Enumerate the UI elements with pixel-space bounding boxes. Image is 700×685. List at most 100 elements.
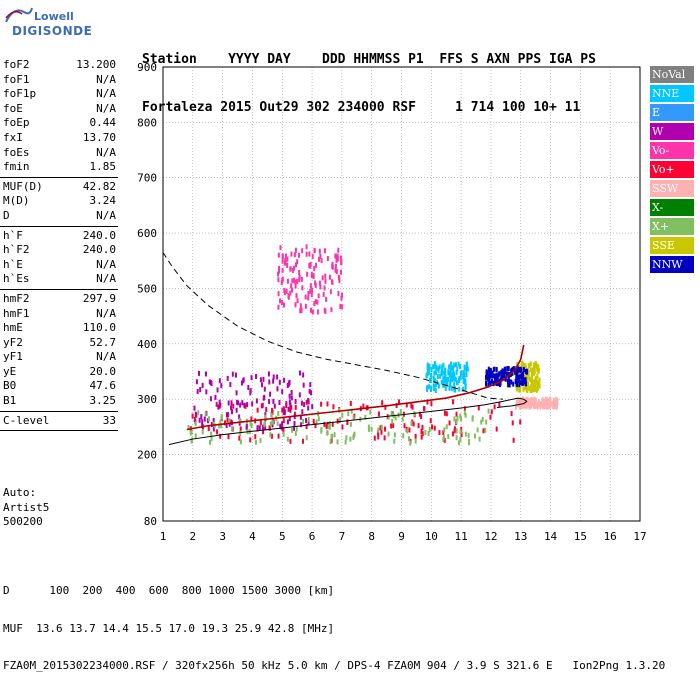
echo-mark-vo- — [286, 262, 289, 268]
echo-mark-nnw — [485, 369, 488, 375]
echo-mark-vo- — [289, 407, 292, 413]
echo-mark-x- — [341, 412, 344, 418]
echo-mark-nnw — [518, 382, 521, 388]
echo-mark-ssw — [520, 403, 523, 409]
param-row: foF2 13.200 — [0, 58, 118, 73]
echo-mark-vo- — [227, 434, 230, 440]
echo-mark-vo- — [433, 425, 436, 431]
echo-mark-w — [230, 409, 233, 415]
echo-mark-w — [300, 400, 303, 406]
echo-mark-nne — [432, 364, 435, 370]
echo-mark-vo- — [330, 279, 333, 285]
echo-mark-vo- — [312, 418, 315, 424]
echo-mark-sse — [528, 376, 531, 382]
echo-mark-ssw — [525, 403, 528, 409]
echo-mark-nnw — [516, 373, 519, 379]
echo-mark-x- — [380, 424, 383, 430]
echo-mark-vo- — [294, 404, 297, 410]
echo-mark-ssw — [531, 397, 534, 403]
echo-mark-vo- — [307, 290, 310, 296]
echo-mark-w — [256, 426, 259, 432]
echo-mark-x- — [455, 418, 458, 424]
echo-mark-sse — [531, 387, 534, 393]
echo-mark-nne — [450, 361, 453, 367]
echo-mark-w — [255, 373, 258, 379]
echo-mark-nnw — [518, 367, 521, 373]
echo-mark-vo- — [337, 274, 340, 280]
echo-mark-vo- — [283, 287, 286, 293]
param-row: h`F 240.0 — [0, 229, 118, 244]
param-label: M(D) — [3, 194, 30, 208]
echo-mark-w — [199, 387, 202, 393]
param-row: foF1 N/A — [0, 73, 118, 88]
echo-mark-vo- — [292, 277, 295, 283]
echo-mark-sse — [518, 387, 521, 393]
echo-mark-vo- — [261, 402, 264, 408]
echo-mark-vo- — [490, 409, 493, 415]
echo-mark-nne — [464, 385, 467, 391]
echo-mark-vo- — [334, 253, 337, 259]
echo-mark-w — [230, 405, 233, 411]
echo-mark-x- — [208, 416, 211, 422]
echo-mark-x- — [277, 410, 280, 416]
echo-mark-x- — [467, 432, 470, 438]
echo-mark-nnw — [507, 366, 510, 372]
param-label: fmin — [3, 160, 30, 174]
echo-mark-vo- — [298, 274, 301, 280]
echo-mark-vo- — [238, 435, 241, 441]
x-tick-label: 10 — [425, 530, 438, 543]
echo-mark-w — [304, 417, 307, 423]
echo-mark-vo- — [498, 401, 501, 407]
echo-mark-ssw — [546, 404, 549, 410]
echo-mark-nne — [449, 382, 452, 388]
echo-mark-vo- — [304, 303, 307, 309]
echo-mark-sse — [538, 367, 541, 373]
echo-mark-x- — [307, 417, 310, 423]
echo-mark-w — [225, 423, 228, 429]
echo-mark-w — [298, 392, 301, 398]
echo-mark-w — [281, 389, 284, 395]
echo-mark-x- — [347, 411, 350, 417]
echo-mark-ssw — [537, 401, 540, 407]
echo-mark-x- — [276, 421, 279, 427]
echo-mark-nnw — [504, 366, 507, 372]
echo-mark-sse — [532, 381, 535, 387]
echo-mark-vo- — [431, 424, 434, 430]
echo-mark-w — [195, 379, 198, 385]
echo-mark-x- — [406, 428, 409, 434]
echo-mark-vo- — [318, 248, 321, 254]
echo-mark-vo- — [289, 266, 292, 272]
echo-mark-vo- — [398, 399, 401, 405]
echo-mark-w — [268, 399, 271, 405]
echo-mark-sse — [530, 369, 533, 375]
echo-mark-vo- — [310, 307, 313, 313]
echo-mark-vo- — [294, 283, 297, 289]
echo-mark-w — [278, 379, 281, 385]
echo-mark-nnw — [508, 382, 511, 388]
echo-mark-vo- — [216, 429, 219, 435]
echo-mark-nne — [463, 364, 466, 370]
echo-mark-vo- — [341, 304, 344, 310]
echo-mark-nne — [448, 372, 451, 378]
echo-mark-w — [310, 390, 313, 396]
echo-mark-vo- — [325, 296, 328, 302]
echo-mark-nnw — [522, 367, 525, 373]
x-tick-label: 2 — [190, 530, 197, 543]
echo-mark-nne — [455, 362, 458, 368]
param-label: B1 — [3, 394, 17, 408]
y-tick-label: 500 — [137, 282, 157, 295]
echo-mark-vo- — [296, 298, 299, 304]
echo-mark-nne — [443, 377, 446, 383]
echo-mark-x- — [401, 416, 404, 422]
x-tick-label: 8 — [368, 530, 375, 543]
echo-mark-nnw — [522, 377, 525, 383]
echo-mark-vo- — [455, 411, 458, 417]
echo-mark-vo- — [373, 435, 376, 441]
param-value: 1.85 — [89, 160, 117, 174]
echo-mark-nne — [428, 377, 431, 383]
x-tick-label: 1 — [160, 530, 167, 543]
echo-mark-vo- — [423, 406, 426, 412]
echo-mark-w — [278, 399, 281, 405]
trace-line — [186, 344, 525, 431]
param-value: 110.0 — [82, 321, 116, 335]
